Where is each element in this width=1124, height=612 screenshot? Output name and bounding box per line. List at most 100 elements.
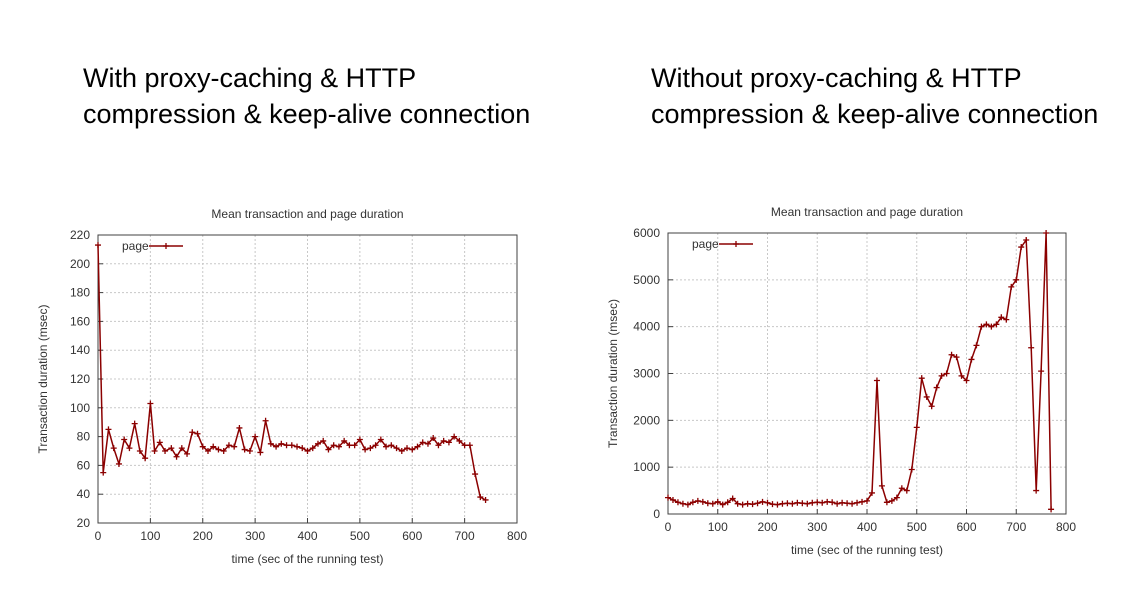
data-point [362, 446, 369, 453]
data-point [918, 375, 925, 382]
data-point [151, 448, 158, 454]
data-point [774, 501, 781, 508]
x-tick-label: 500 [907, 520, 927, 534]
data-point [834, 500, 841, 507]
data-point [377, 436, 384, 443]
x-tick-label: 300 [245, 529, 265, 543]
data-point [699, 498, 706, 505]
y-tick-label: 60 [77, 458, 91, 472]
x-axis-label: time (sec of the running test) [231, 552, 383, 566]
data-point [978, 323, 985, 330]
data-point [445, 439, 452, 446]
x-tick-label: 400 [297, 529, 317, 543]
data-point [388, 442, 395, 449]
data-point [878, 482, 885, 489]
data-point [299, 445, 306, 452]
data-point [898, 485, 905, 492]
data-point [204, 448, 211, 454]
plot-frame [97, 234, 518, 524]
y-axis-label: Transaction duration (msec) [36, 305, 50, 454]
data-point [341, 437, 348, 444]
data-point [156, 439, 163, 446]
data-point [288, 442, 295, 449]
data-point [131, 420, 138, 427]
y-tick-label: 20 [77, 516, 91, 530]
data-point [482, 496, 489, 503]
heading-line: compression & keep-alive connection [83, 99, 531, 129]
x-axis-label: time (sec of the running test) [791, 543, 943, 557]
chart-title: Mean transaction and page duration [211, 207, 403, 221]
data-point [252, 433, 259, 440]
data-point [849, 500, 856, 507]
data-point [461, 442, 468, 449]
data-point [184, 450, 191, 457]
data-point [372, 442, 379, 449]
data-point [231, 443, 238, 450]
data-point [142, 455, 149, 462]
data-point [414, 443, 421, 450]
data-point [988, 323, 995, 330]
x-tick-label: 0 [95, 529, 102, 543]
data-point [477, 494, 484, 501]
data-point [105, 426, 112, 433]
data-point [724, 499, 731, 506]
data-point [1043, 230, 1050, 236]
data-point [913, 424, 920, 431]
data-point [829, 499, 836, 506]
x-tick-label: 800 [1056, 520, 1076, 534]
x-tick-label: 700 [455, 529, 475, 543]
data-point [729, 495, 736, 502]
data-point [694, 497, 701, 504]
y-tick-label: 220 [70, 228, 90, 242]
data-point [1013, 276, 1020, 283]
y-tick-label: 140 [70, 343, 90, 357]
data-point [854, 499, 861, 506]
legend-marker [733, 241, 739, 247]
chart-title: Mean transaction and page duration [771, 205, 963, 219]
x-tick-label: 500 [350, 529, 370, 543]
x-tick-label: 400 [857, 520, 877, 534]
data-point [262, 417, 269, 424]
y-tick-label: 1000 [633, 460, 660, 474]
data-point [983, 321, 990, 328]
data-point [938, 372, 945, 379]
x-tick-label: 200 [757, 520, 777, 534]
data-point [393, 445, 400, 452]
legend-label: page [692, 237, 719, 251]
data-point [903, 487, 910, 494]
data-point [126, 445, 133, 452]
data-point [873, 377, 880, 384]
data-point [993, 321, 1000, 328]
y-axis-label: Transaction duration (msec) [606, 299, 620, 448]
data-point [1033, 487, 1040, 494]
data-point [674, 499, 681, 506]
data-point [121, 436, 128, 443]
data-point [367, 445, 374, 452]
data-point [267, 440, 274, 447]
data-point [409, 446, 416, 453]
data-point [859, 498, 866, 505]
data-point [220, 448, 227, 454]
data-point [734, 500, 741, 507]
data-point [383, 443, 390, 450]
x-tick-label: 100 [708, 520, 728, 534]
data-point [430, 435, 437, 442]
data-point [435, 442, 442, 449]
data-point [283, 442, 290, 449]
data-point [963, 377, 970, 384]
data-point [883, 499, 890, 506]
data-point [178, 445, 185, 452]
data-point [278, 440, 285, 447]
legend-marker [163, 243, 169, 249]
y-tick-label: 40 [77, 487, 91, 501]
y-tick-label: 100 [70, 401, 90, 415]
data-point [908, 466, 915, 473]
data-point [225, 442, 232, 449]
data-point [147, 400, 154, 407]
x-tick-label: 100 [140, 529, 160, 543]
data-point [419, 439, 426, 446]
x-tick-label: 200 [193, 529, 213, 543]
data-point [194, 430, 201, 437]
data-point [95, 242, 101, 249]
heading-line: With proxy-caching & HTTP [83, 63, 417, 93]
